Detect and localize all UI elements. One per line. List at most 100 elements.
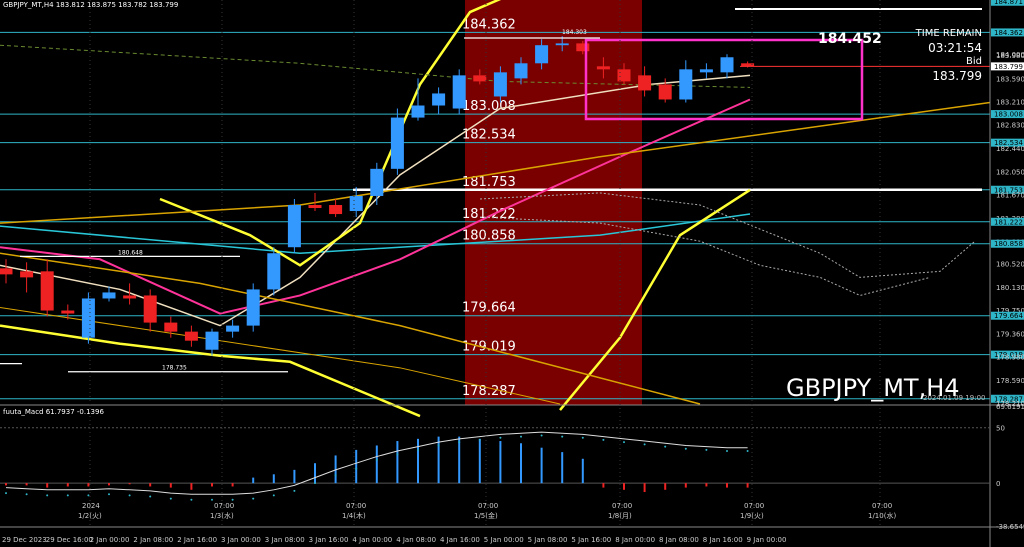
time-tick-label: 3 Jan 16:00 — [309, 536, 349, 544]
macd-dot — [561, 435, 564, 438]
highlight-box — [584, 38, 864, 121]
price-tag: 178.287 — [994, 395, 1023, 403]
candle-body — [514, 63, 528, 79]
macd-title: fuuta_Macd 61.7937 -0.1396 — [3, 408, 104, 416]
candle-body — [102, 292, 116, 299]
macd-dot — [25, 493, 28, 496]
ma-pink-line — [0, 98, 751, 315]
level-label: 181.222 — [462, 207, 516, 222]
time-tick-label: 29 Dec 2023 — [2, 536, 47, 544]
macd-dot — [231, 498, 234, 501]
time-tick-label: 8 Jan 08:00 — [659, 536, 699, 544]
time-tick-label: 2 Jan 00:00 — [90, 536, 130, 544]
macd-dot — [437, 444, 440, 447]
macd-dot — [211, 498, 213, 501]
symbol-watermark: GBPJPY_MT,H4 — [786, 374, 960, 402]
price-tag-bg — [991, 311, 1024, 320]
dashed-ma-line — [0, 44, 751, 88]
session-date-label: 1/10(水) — [868, 511, 896, 520]
price-tag-bg — [991, 394, 1024, 403]
price-tag-bg — [991, 217, 1024, 226]
candle-body — [246, 289, 260, 326]
trendline-falling — [0, 252, 701, 405]
candle-body — [432, 93, 446, 106]
cloud-span-line — [479, 192, 976, 278]
macd-dot — [272, 494, 275, 497]
candle-body — [555, 43, 569, 46]
macd-dot — [664, 445, 667, 448]
level-label: 180.858 — [462, 229, 516, 244]
macd-dot — [66, 494, 69, 497]
time-tick-label: 3 Jan 00:00 — [221, 536, 261, 544]
price-tag-bg — [991, 28, 1024, 37]
session-date-label: 1/9(火) — [740, 512, 764, 520]
macd-dot — [396, 453, 399, 456]
cloud-span-line-2 — [479, 216, 931, 296]
ma-cyan-line — [0, 213, 751, 255]
price-tick-label: 178.980 — [996, 353, 1024, 361]
price-tag: 182.534 — [994, 139, 1023, 147]
band-upper-line — [159, 0, 502, 267]
price-tick-label: 181.670 — [996, 191, 1024, 199]
time-remain-value: 03:21:54 — [928, 41, 982, 55]
annotation-label: 178.735 — [162, 365, 187, 372]
candle-body — [349, 195, 363, 212]
price-tag-bg — [991, 0, 1024, 6]
level-label: 181.753 — [462, 175, 516, 190]
candle-body — [329, 205, 343, 215]
candle-body — [61, 310, 75, 314]
time-tick-label: 5 Jan 16:00 — [571, 536, 611, 544]
candle-body — [535, 45, 549, 64]
session-time-label: 07:00 — [346, 502, 366, 510]
session-date-label: 1/3(水) — [210, 511, 234, 520]
price-tag: 181.753 — [994, 186, 1023, 194]
macd-dot — [726, 450, 728, 453]
macd-dot — [87, 494, 90, 497]
candle-body — [452, 75, 466, 109]
candle-body — [205, 331, 219, 350]
price-tag-bg — [991, 62, 1024, 71]
price-tick-label: 183.980 — [996, 52, 1024, 60]
candle-body — [308, 205, 322, 209]
price-tick-label: 180.520 — [996, 261, 1024, 269]
price-tick-label: 178.210 — [996, 400, 1024, 408]
macd-dot — [684, 447, 687, 450]
price-tick-label: 179.750 — [996, 307, 1024, 315]
symbol-info: GBPJPY_MT,H4 183.812 183.875 183.782 183… — [3, 1, 179, 9]
macd-dot — [293, 489, 296, 492]
macd-dot — [623, 441, 625, 444]
candle-body — [596, 66, 610, 70]
candle-body — [0, 268, 13, 275]
macd-axis-label: -38.6549 — [996, 523, 1024, 531]
candle-body — [720, 57, 734, 73]
macd-dot — [499, 436, 502, 439]
price-tag-bg — [991, 350, 1024, 359]
macd-dot — [417, 448, 419, 451]
price-tag: 180.858 — [994, 240, 1023, 248]
price-tick-label: 178.590 — [996, 377, 1024, 385]
box-price-label: 184.452 — [818, 31, 882, 47]
candle-body — [699, 69, 713, 73]
ma-white-line — [0, 74, 751, 327]
price-tag: 183.799 — [994, 63, 1023, 71]
macd-dot — [643, 443, 646, 446]
macd-dot — [314, 482, 316, 485]
macd-dot — [149, 495, 152, 498]
time-tick-label: 8 Jan 16:00 — [703, 536, 743, 544]
trendline-rising — [0, 101, 991, 224]
price-tick-label: 179.360 — [996, 331, 1024, 339]
time-tick-label: 9 Jan 00:00 — [747, 536, 787, 544]
bid-label: Bid — [966, 56, 982, 67]
level-label: 184.362 — [462, 17, 516, 32]
chart-timestamp: 2024.01.09 19:00 — [923, 394, 986, 402]
candle-body — [658, 84, 672, 100]
time-tick-label: 8 Jan 00:00 — [615, 536, 655, 544]
level-label: 179.019 — [462, 340, 516, 355]
macd-dot — [705, 448, 708, 451]
price-tick-label: 180.130 — [996, 284, 1024, 292]
candle-body — [493, 72, 507, 97]
session-time-label: 2024 — [82, 502, 100, 510]
time-tick-label: 4 Jan 00:00 — [352, 536, 392, 544]
candle-body — [390, 117, 404, 169]
